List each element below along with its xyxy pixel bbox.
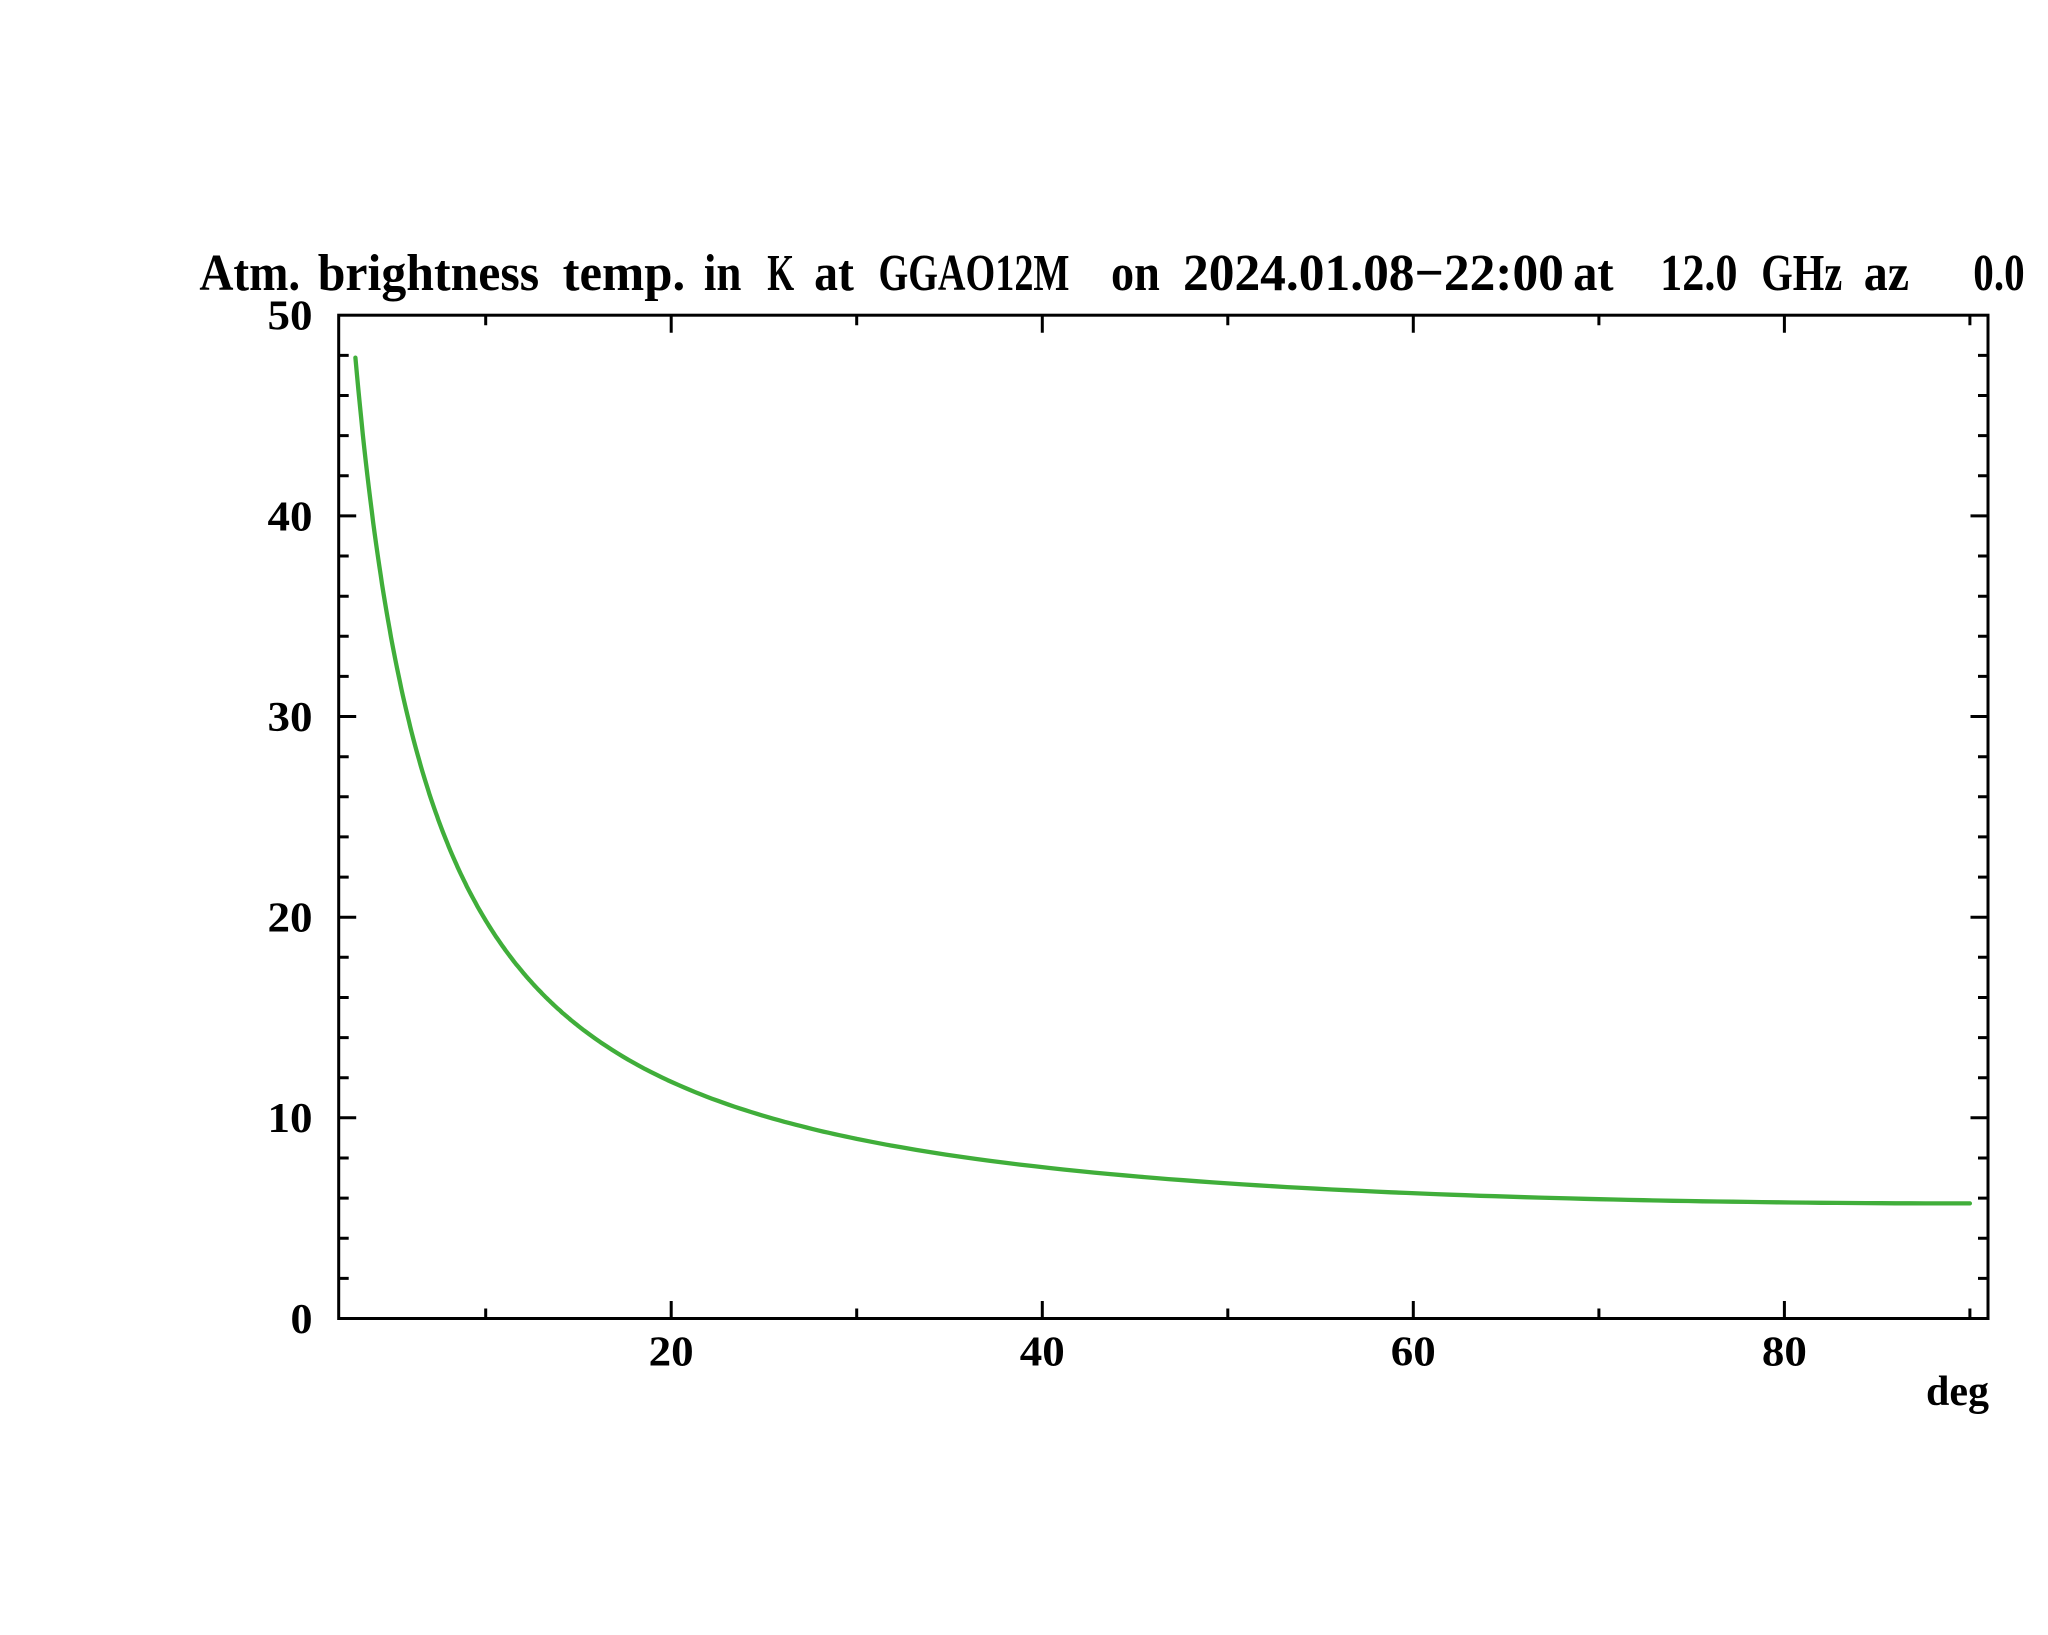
svg-text:0: 0 [291, 1297, 313, 1343]
svg-text:80: 80 [1762, 1330, 1807, 1376]
svg-text:brightness: brightness [318, 245, 540, 302]
svg-text:2024.01.08−22:00: 2024.01.08−22:00 [1183, 245, 1564, 302]
svg-text:50: 50 [268, 294, 313, 340]
svg-text:az: az [1864, 245, 1909, 302]
svg-text:K: K [767, 245, 794, 302]
svg-text:GHz: GHz [1761, 245, 1842, 302]
svg-text:0.0: 0.0 [1973, 245, 2024, 302]
svg-text:at: at [814, 245, 854, 302]
svg-text:at: at [1573, 245, 1614, 302]
svg-text:in: in [704, 245, 742, 302]
svg-text:60: 60 [1391, 1330, 1436, 1376]
svg-text:40: 40 [1020, 1330, 1065, 1376]
svg-text:on: on [1111, 245, 1160, 302]
svg-text:Atm.: Atm. [199, 245, 300, 302]
svg-text:30: 30 [268, 695, 313, 741]
svg-text:deg: deg [1926, 1369, 1989, 1415]
svg-text:12.0: 12.0 [1660, 245, 1737, 302]
svg-text:40: 40 [268, 494, 313, 540]
svg-text:GGAO12M: GGAO12M [879, 245, 1070, 302]
svg-text:10: 10 [268, 1096, 313, 1142]
svg-text:temp.: temp. [563, 245, 686, 302]
svg-text:20: 20 [268, 896, 313, 942]
svg-text:20: 20 [649, 1330, 694, 1376]
